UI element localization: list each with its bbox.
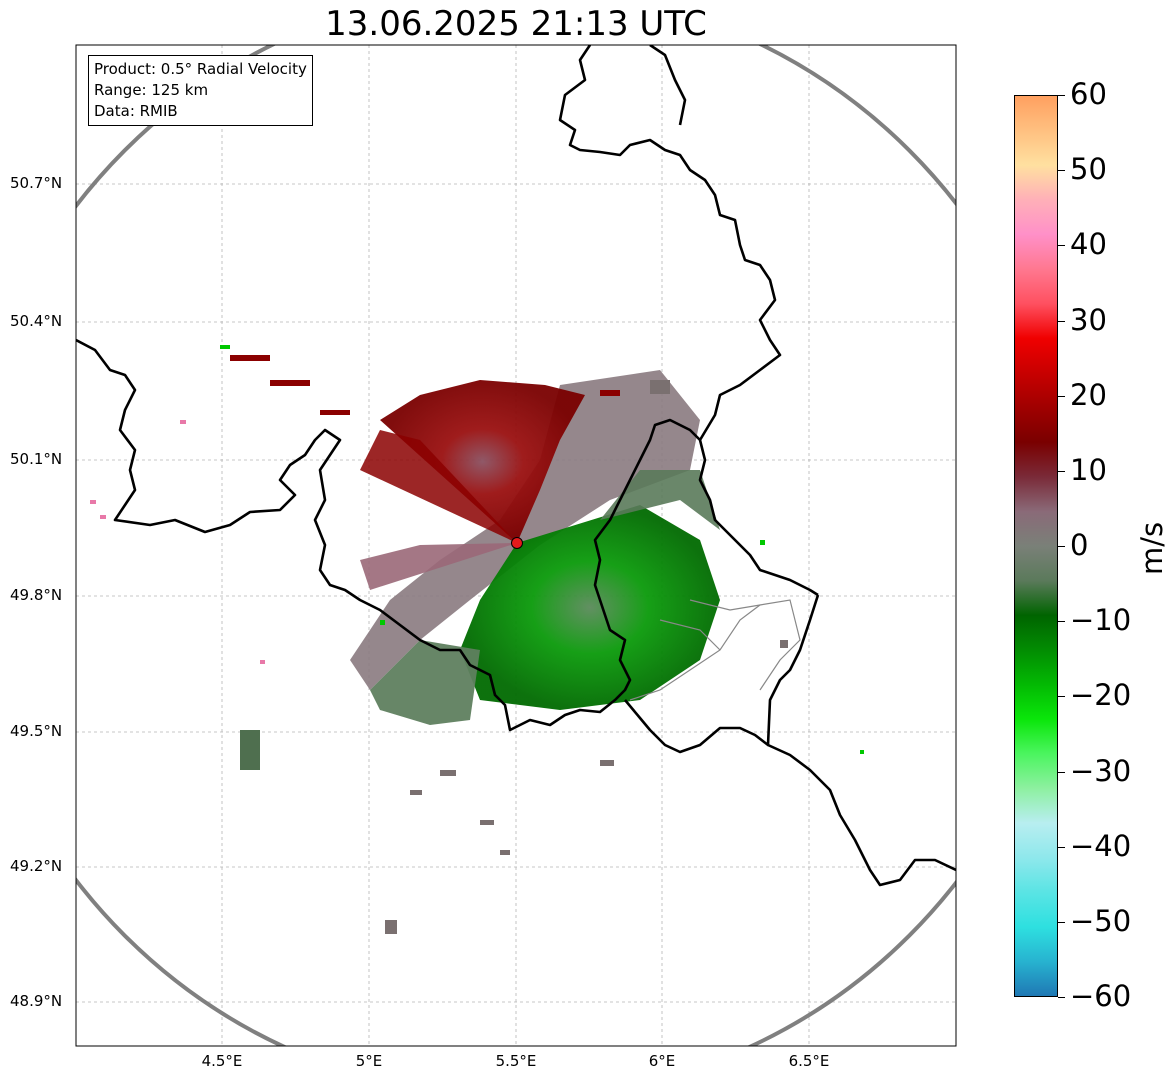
colorbar-tick-mark (1058, 696, 1065, 698)
lat-tick-label: 50.4°N (10, 312, 63, 330)
map-title: 13.06.2025 21:13 UTC (325, 4, 707, 44)
colorbar-tick-mark (1058, 320, 1065, 322)
colorbar-tick-label: −10 (1070, 603, 1132, 638)
colorbar-tick-label: −50 (1070, 903, 1132, 938)
product-info-box: Product: 0.5° Radial Velocity Range: 125… (88, 55, 313, 126)
lon-tick-label: 6°E (648, 1052, 676, 1070)
info-data: Data: RMIB (94, 102, 178, 120)
colorbar-tick-mark (1058, 771, 1065, 773)
colorbar-tick-mark (1058, 395, 1065, 397)
velocity-echoes (90, 345, 864, 934)
colorbar-tick-mark (1058, 546, 1065, 547)
colorbar-tick-label: −30 (1070, 753, 1132, 788)
lat-tick-label: 50.1°N (10, 450, 63, 468)
colorbar-tick-mark (1058, 470, 1065, 472)
lon-tick-label: 5.5°E (495, 1052, 537, 1070)
colorbar-tick-label: −20 (1070, 678, 1132, 713)
colorbar-tick-mark (1058, 846, 1065, 848)
colorbar-tick-label: −40 (1070, 828, 1132, 863)
colorbar-tick-label: −60 (1070, 979, 1132, 1013)
lat-tick-label: 49.8°N (10, 586, 63, 604)
colorbar-tick-mark (1058, 170, 1065, 172)
colorbar-tick-label: 50 (1070, 152, 1107, 187)
lon-tick-label: 5°E (355, 1052, 383, 1070)
colorbar-tick-mark (1058, 997, 1065, 998)
colorbar-tick-mark (1058, 621, 1065, 623)
lon-tick-label: 4.5°E (201, 1052, 243, 1070)
radar-site-marker (511, 537, 523, 549)
colorbar-tick-label: 60 (1070, 77, 1107, 111)
colorbar-tick-label: 30 (1070, 302, 1107, 337)
colorbar-tick-label: 10 (1070, 452, 1107, 487)
velocity-colorbar (1014, 95, 1058, 997)
colorbar-tick-label: 0 (1070, 528, 1089, 562)
lon-tick-label: 6.5°E (788, 1052, 830, 1070)
colorbar-tick-mark (1058, 245, 1065, 247)
colorbar-label: m/s (1135, 521, 1169, 575)
lat-tick-label: 49.2°N (10, 857, 63, 875)
country-borders (76, 45, 956, 887)
info-range: Range: 125 km (94, 81, 209, 99)
colorbar-tick-mark (1058, 921, 1065, 923)
colorbar-tick-mark (1058, 95, 1065, 96)
info-product: Product: 0.5° Radial Velocity (94, 60, 307, 78)
colorbar-tick-label: 20 (1070, 377, 1107, 412)
lat-tick-label: 50.7°N (10, 174, 63, 192)
lat-tick-label: 48.9°N (10, 992, 63, 1010)
colorbar-tick-label: 40 (1070, 227, 1107, 262)
plot-frame (75, 44, 957, 1047)
region-borders (629, 599, 801, 701)
lat-tick-label: 49.5°N (10, 722, 63, 740)
